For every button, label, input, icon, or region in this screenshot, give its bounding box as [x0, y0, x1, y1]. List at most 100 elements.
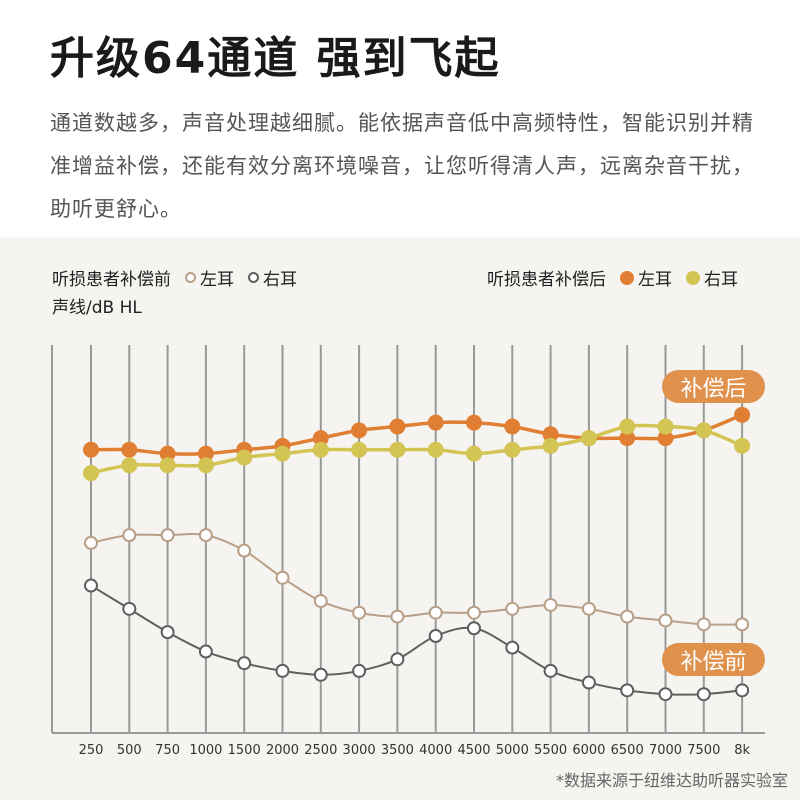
data-point-after-right	[504, 441, 521, 458]
data-point-before-left	[735, 617, 750, 632]
x-tick-label: 2500	[304, 743, 337, 758]
data-point-after-right	[734, 437, 751, 454]
data-point-before-left	[237, 543, 252, 558]
data-point-before-right	[160, 625, 175, 640]
data-point-before-left	[505, 601, 520, 616]
data-point-before-left	[467, 605, 481, 620]
data-point-before-right	[390, 652, 405, 667]
data-point-after-left	[312, 430, 329, 447]
data-point-after-left	[657, 430, 674, 447]
x-tick-label: 4000	[419, 743, 452, 758]
x-tick-label: 5000	[496, 743, 529, 758]
y-axis-label: 声线/dB HL	[52, 298, 142, 318]
annotation-before: 补偿前	[662, 643, 765, 676]
data-point-before-left	[620, 609, 635, 624]
x-tick-label: 1500	[228, 743, 261, 758]
x-tick-label: 6500	[611, 743, 644, 758]
data-point-before-left	[198, 528, 213, 543]
data-point-after-left	[197, 445, 214, 462]
data-point-before-right	[428, 629, 443, 643]
x-tick-label: 500	[117, 743, 142, 758]
data-point-before-left	[313, 594, 328, 609]
data-point-after-right	[542, 437, 559, 454]
data-point-after-right	[83, 465, 99, 482]
data-point-before-right	[505, 640, 520, 655]
data-point-before-right	[122, 601, 137, 616]
annotation-after: 补偿后	[662, 370, 765, 403]
data-point-before-right	[658, 687, 673, 702]
data-point-before-left	[160, 528, 175, 543]
x-tick-label: 7500	[687, 743, 720, 758]
data-point-before-left	[275, 570, 290, 585]
data-point-after-left	[504, 418, 521, 435]
data-point-after-right	[159, 457, 176, 474]
legend-after-label: 听损患者补偿后	[487, 270, 606, 290]
data-point-before-right	[352, 663, 367, 678]
data-point-before-right	[543, 663, 558, 678]
data-point-after-right	[619, 418, 636, 435]
legend-before-left: 左耳	[200, 270, 234, 290]
data-point-after-right	[657, 418, 674, 435]
legend-after-left: 左耳	[638, 270, 672, 290]
data-point-after-right	[389, 441, 406, 458]
x-tick-label: 1000	[189, 743, 222, 758]
data-point-before-left	[390, 609, 405, 624]
filled-circle-icon	[620, 270, 634, 285]
series-line-before-right	[90, 584, 743, 696]
x-tick-label: 250	[79, 743, 104, 758]
data-point-after-right	[274, 445, 291, 462]
legend-after: 听损患者补偿后 左耳 右耳	[487, 265, 738, 290]
data-point-after-left	[466, 414, 482, 431]
filled-circle-icon	[686, 270, 700, 285]
x-tick-label: 7000	[649, 743, 682, 758]
data-point-before-left	[84, 535, 98, 550]
hollow-circle-icon	[248, 272, 259, 283]
data-point-after-right	[351, 441, 368, 458]
data-point-before-left	[581, 601, 596, 616]
x-tick-label: 2000	[266, 743, 299, 758]
data-point-before-left	[352, 605, 367, 620]
x-tick-label: 750	[155, 743, 180, 758]
data-point-before-right	[237, 656, 252, 671]
data-point-before-right	[467, 621, 481, 636]
data-point-after-left	[734, 406, 751, 423]
data-point-after-left	[159, 445, 176, 462]
legend-after-right: 右耳	[704, 270, 738, 290]
series-line-before-left	[90, 532, 743, 626]
data-point-before-left	[543, 597, 558, 612]
x-tick-label: 5500	[534, 743, 567, 758]
x-tick-label: 3000	[343, 743, 376, 758]
data-point-after-left	[389, 418, 406, 435]
data-point-before-right	[735, 683, 750, 698]
chart-background	[0, 237, 800, 800]
data-point-before-right	[275, 663, 290, 678]
legend-before-label: 听损患者补偿前	[52, 270, 171, 290]
data-point-after-left	[83, 441, 99, 458]
x-tick-label: 6000	[572, 743, 605, 758]
data-point-after-right	[466, 445, 482, 462]
data-point-after-left	[351, 422, 368, 439]
legend-before: 听损患者补偿前 左耳 右耳	[52, 265, 297, 290]
data-point-after-right	[197, 457, 214, 474]
data-point-before-right	[696, 687, 711, 702]
data-point-after-left	[619, 430, 636, 447]
data-point-after-left	[121, 441, 138, 458]
data-point-after-right	[427, 441, 444, 458]
data-point-before-right	[620, 683, 635, 698]
data-point-before-right	[84, 578, 98, 593]
data-point-after-left	[542, 426, 559, 443]
legend-before-right: 右耳	[263, 270, 297, 290]
x-tick-label: 8k	[734, 743, 750, 758]
data-point-after-right	[121, 457, 138, 474]
data-point-before-right	[198, 644, 213, 659]
data-point-before-right	[313, 667, 328, 682]
data-point-before-left	[658, 613, 673, 628]
x-tick-label: 4500	[457, 743, 490, 758]
data-point-before-left	[428, 605, 443, 620]
source-note: *数据来源于纽维达助听器实验室	[555, 771, 788, 790]
data-point-after-left	[427, 414, 444, 431]
data-point-after-right	[580, 430, 597, 447]
x-tick-label: 3500	[381, 743, 414, 758]
data-point-before-left	[122, 528, 137, 543]
